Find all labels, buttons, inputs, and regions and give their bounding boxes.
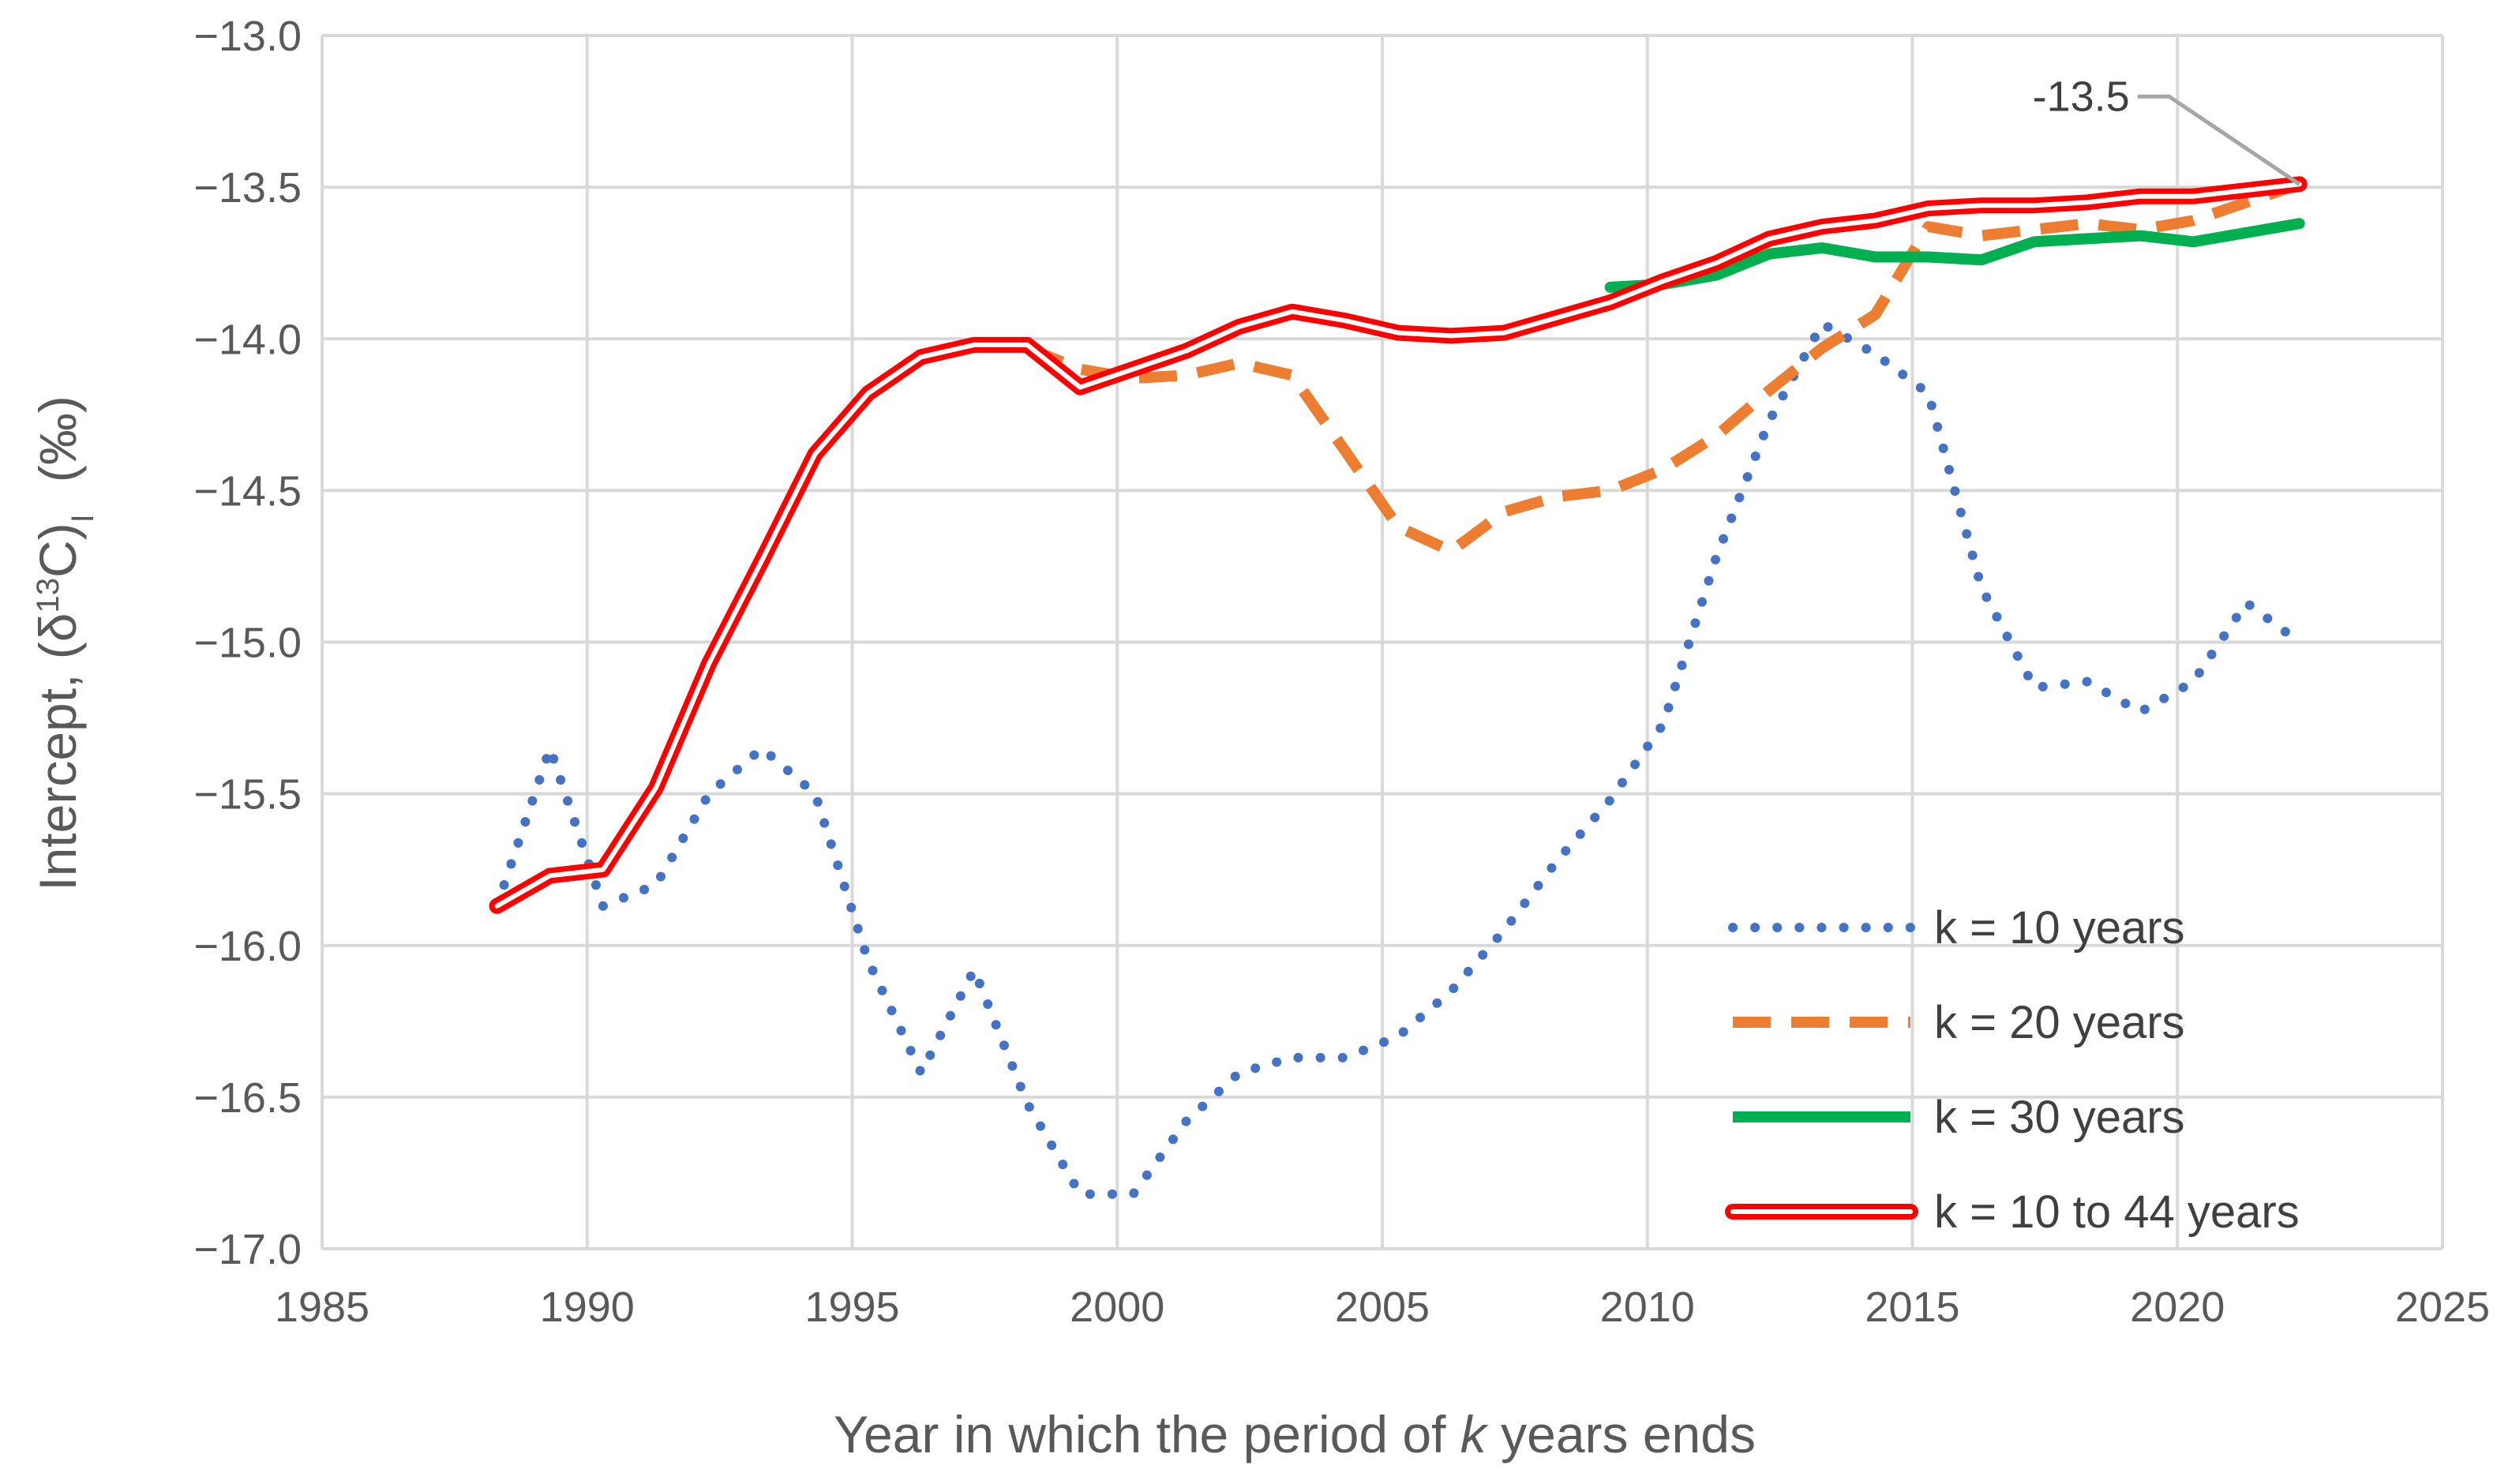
y-tick-label-3: −14.5 <box>193 467 302 515</box>
x-tick-label-1990: 1990 <box>540 1284 635 1331</box>
y-tick-label-0: −13.0 <box>193 13 302 60</box>
y-tick-label-5: −15.5 <box>193 771 302 819</box>
y-tick-label-1: −13.5 <box>193 164 302 212</box>
gridlines <box>321 34 2444 1250</box>
legend-label-k10: k = 10 years <box>1934 902 2185 954</box>
legend-item-k10to44: k = 10 to 44 years <box>1725 1186 2300 1238</box>
x-axis-title: Year in which the period of k years ends <box>834 1405 1756 1463</box>
callout-leader-line <box>2137 94 2301 186</box>
series-line-k-10-years <box>492 319 2304 1199</box>
x-tick-label-1995: 1995 <box>804 1284 899 1331</box>
x-tick-label-2005: 2005 <box>1335 1284 1430 1331</box>
y-tick-label-2: −14.0 <box>193 316 302 363</box>
callout-annotation: -13.5 <box>2033 73 2301 186</box>
legend-label-k10to44: k = 10 to 44 years <box>1934 1186 2300 1238</box>
x-tick-label-2025: 2025 <box>2395 1284 2490 1331</box>
x-tick-label-1985: 1985 <box>275 1284 369 1331</box>
x-tick-label-2010: 2010 <box>1600 1284 1695 1331</box>
y-tick-label-6: −16.0 <box>193 923 302 970</box>
legend: k = 10 years k = 20 years k = 30 years k… <box>1725 902 2300 1238</box>
series-layer <box>489 176 2308 1199</box>
y-axis-title: Intercept, (δ13C)I(‰) <box>28 395 100 890</box>
tick-labels: 1985 1990 1995 2000 2005 2010 2015 2020 2025 −13.… <box>193 13 2490 1331</box>
legend-item-k10: k = 10 years <box>1728 902 2185 954</box>
y-tick-label-7: −16.5 <box>193 1074 302 1122</box>
y-tick-label-4: −15.0 <box>193 620 302 667</box>
x-tick-label-2000: 2000 <box>1070 1284 1164 1331</box>
legend-item-k20: k = 20 years <box>1733 997 2185 1048</box>
series-line-k-10-to-44-years-inner <box>494 182 2302 909</box>
legend-label-k20: k = 20 years <box>1934 997 2185 1048</box>
legend-item-k30: k = 30 years <box>1733 1092 2185 1143</box>
legend-label-k30: k = 30 years <box>1934 1092 2185 1143</box>
y-tick-label-8: −17.0 <box>193 1226 302 1273</box>
callout-label: -13.5 <box>2033 73 2130 120</box>
series-line-k-30-years <box>1604 218 2305 293</box>
x-tick-label-2020: 2020 <box>2130 1284 2225 1331</box>
x-tick-label-2015: 2015 <box>1865 1284 1959 1331</box>
